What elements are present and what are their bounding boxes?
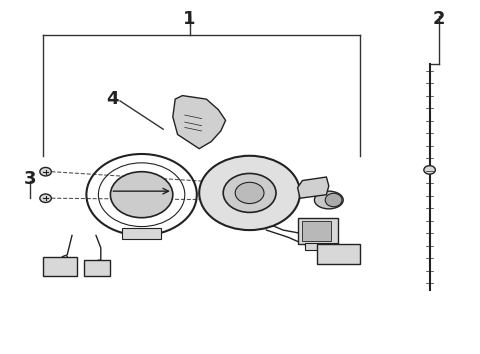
- Bar: [84, 260, 110, 276]
- Bar: [122, 228, 161, 239]
- Circle shape: [223, 173, 276, 212]
- Circle shape: [424, 166, 435, 174]
- Ellipse shape: [314, 191, 343, 209]
- Bar: [317, 244, 360, 264]
- Polygon shape: [173, 96, 226, 149]
- Text: 2: 2: [433, 11, 445, 28]
- Polygon shape: [298, 177, 329, 198]
- Text: 4: 4: [107, 90, 119, 108]
- Circle shape: [110, 172, 173, 218]
- Bar: [43, 257, 77, 276]
- Bar: [298, 218, 338, 244]
- Circle shape: [235, 182, 264, 204]
- Bar: [302, 221, 331, 241]
- Circle shape: [40, 167, 51, 176]
- Circle shape: [199, 156, 300, 230]
- Bar: [305, 243, 338, 250]
- Ellipse shape: [325, 193, 342, 207]
- Text: 3: 3: [24, 170, 36, 188]
- Circle shape: [40, 194, 51, 202]
- Text: 1: 1: [183, 11, 196, 28]
